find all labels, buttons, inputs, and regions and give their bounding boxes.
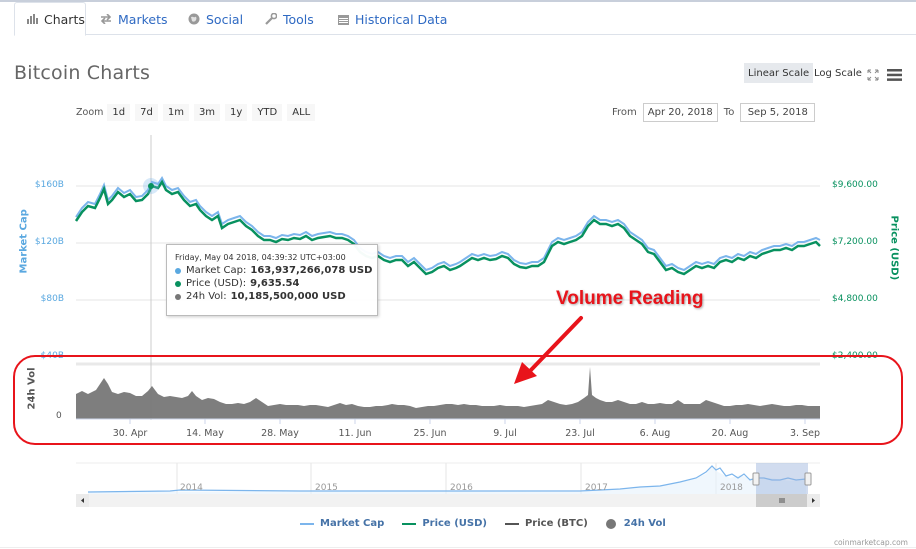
- tooltip-volume: 24h Vol: 10,185,500,000 USD: [175, 290, 377, 303]
- date-range: From To: [612, 103, 821, 122]
- y-right-tick-4800: $4,800.00: [832, 294, 878, 304]
- x-tick-label: 28. May: [261, 428, 299, 439]
- navigator-year: 2016: [450, 483, 473, 493]
- tooltip-datetime: Friday, May 04 2018, 04:39:32 UTC+03:00: [175, 253, 346, 262]
- legend-price-btc[interactable]: Price (BTC): [504, 518, 588, 529]
- from-label: From: [612, 107, 637, 118]
- x-tick-label: 3. Sep: [790, 428, 820, 439]
- market-cap-line: [75, 176, 821, 272]
- navigator-left-handle: [752, 472, 760, 486]
- tab-historical-data[interactable]: Historical Data: [338, 2, 447, 36]
- bottom-divider: [0, 547, 916, 548]
- zoom-7d-button[interactable]: 7d: [135, 104, 158, 121]
- chart-legend: Market Cap Price (USD) Price (BTC) 24h V…: [300, 518, 684, 529]
- y-right-tick-9600: $9,600.00: [832, 180, 878, 190]
- x-tick-label: 30. Apr: [112, 428, 148, 439]
- volume-dot-icon: [175, 293, 181, 300]
- navigator-selection: [756, 463, 808, 494]
- market-cap-dot-icon: [175, 267, 181, 274]
- y-left-tick-120b: $120B: [34, 237, 64, 247]
- tab-markets[interactable]: Markets: [100, 2, 167, 36]
- legend-line-icon: [402, 522, 417, 525]
- zoom-1y-button[interactable]: 1y: [225, 104, 248, 121]
- tab-bar: Charts Markets Social Tools Historical D…: [14, 2, 916, 36]
- y-left-tick-80b: $80B: [40, 294, 64, 304]
- zoom-label: Zoom: [76, 107, 104, 118]
- linear-scale-button[interactable]: Linear Scale: [744, 63, 814, 83]
- credit-link[interactable]: coinmarketcap.com: [833, 538, 908, 547]
- x-tick-label: 20. Aug: [711, 428, 749, 439]
- y-right-axis-title: Price (USD): [888, 215, 900, 281]
- y-right-tick-7200: $7,200.00: [832, 237, 878, 247]
- to-label: To: [723, 107, 735, 118]
- price-usd-line: [74, 179, 821, 276]
- to-date-input[interactable]: [740, 103, 816, 122]
- calendar-icon: [338, 14, 349, 25]
- y-left-tick-160b: $160B: [34, 180, 64, 190]
- tab-social[interactable]: Social: [188, 2, 243, 36]
- tooltip-price: Price (USD): 9,635.54: [175, 277, 377, 290]
- tab-tools[interactable]: Tools: [265, 2, 314, 36]
- globe-icon: [188, 13, 200, 25]
- x-tick-label: 6. Aug: [639, 428, 671, 439]
- zoom-3m-button[interactable]: 3m: [193, 104, 221, 121]
- price-dot-icon: [175, 280, 181, 287]
- wrench-icon: [265, 13, 277, 25]
- legend-market-cap[interactable]: Market Cap: [300, 518, 384, 529]
- navigator-year: 2015: [315, 483, 338, 493]
- bar-chart-icon: [27, 14, 38, 24]
- navigator-right-handle: [804, 472, 812, 486]
- zoom-1m-button[interactable]: 1m: [162, 104, 189, 121]
- legend-line-icon: [504, 522, 519, 525]
- legend-price-usd[interactable]: Price (USD): [402, 518, 487, 529]
- legend-circle-icon: [605, 518, 616, 529]
- exchange-icon: [100, 14, 112, 24]
- navigator-year: 2018: [720, 483, 743, 493]
- zoom-1d-button[interactable]: 1d: [107, 104, 131, 121]
- hover-point: [148, 183, 154, 189]
- page-title: Bitcoin Charts: [14, 62, 151, 84]
- fullscreen-icon[interactable]: [867, 66, 879, 85]
- from-date-input[interactable]: [642, 103, 718, 122]
- legend-line-icon: [300, 522, 314, 525]
- tab-charts[interactable]: Charts: [14, 2, 86, 36]
- navigator-year: 2014: [180, 483, 203, 493]
- x-tick-label: 14. May: [186, 428, 224, 439]
- navigator: [76, 462, 820, 507]
- y-volume-tick-0: 0: [56, 411, 62, 421]
- top-border: [0, 0, 916, 2]
- zoom-ytd-button[interactable]: YTD: [252, 104, 283, 121]
- navigator-year: 2017: [585, 483, 608, 493]
- zoom-all-button[interactable]: ALL: [287, 104, 316, 121]
- menu-icon[interactable]: [887, 66, 902, 85]
- tooltip-market-cap: Market Cap: 163,937,266,078 USD: [175, 264, 377, 277]
- annotation-arrow: [514, 316, 583, 384]
- x-ticks: [129, 419, 806, 424]
- zoom-controls: Zoom 1d 7d 1m 3m 1y YTD ALL: [76, 104, 320, 121]
- y-left-axis-title: Market Cap: [18, 209, 30, 274]
- volume-bars: [76, 367, 820, 419]
- x-tick-label: 11. Jun: [338, 428, 372, 439]
- x-tick-label: 23. Jul: [565, 428, 595, 439]
- annotation-label: Volume Reading: [556, 288, 704, 309]
- annotation-highlight-box: [13, 355, 903, 445]
- legend-24h-vol[interactable]: 24h Vol: [605, 518, 666, 529]
- x-tick-label: 9. Jul: [493, 428, 517, 439]
- scrollbar-track: [76, 494, 820, 507]
- chart-tooltip: Friday, May 04 2018, 04:39:32 UTC+03:00 …: [166, 244, 378, 316]
- x-tick-label: 25. Jun: [413, 428, 447, 439]
- log-scale-button[interactable]: Log Scale: [814, 67, 862, 79]
